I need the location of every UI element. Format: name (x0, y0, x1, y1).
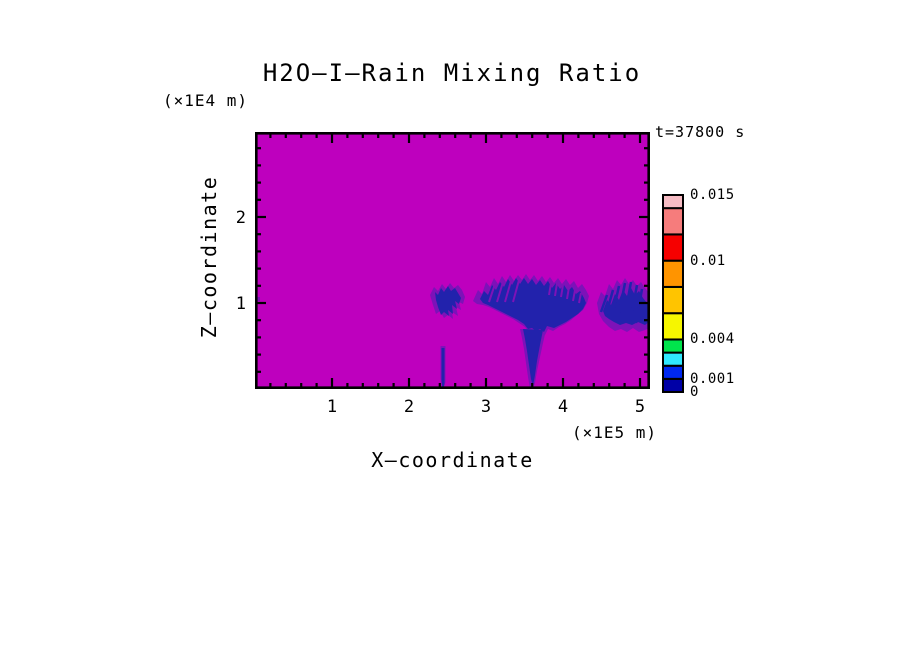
field-background (255, 132, 650, 389)
colorbar-segment (662, 364, 684, 380)
colorbar-segment (662, 194, 684, 210)
central-cell-core (480, 278, 586, 332)
colorbar-segment (662, 312, 684, 341)
x-tick-label: 5 (634, 397, 646, 417)
z-axis-title: Z–coordinate (197, 175, 221, 339)
heatmap-plot-area (255, 132, 650, 389)
x-tick-label: 3 (480, 397, 492, 417)
time-label: t=37800 s (655, 123, 746, 141)
plot-border (255, 132, 650, 389)
page-title: H2O–I–Rain Mixing Ratio (262, 59, 642, 87)
x-tick-label: 2 (403, 397, 415, 417)
right-streak-texture (599, 281, 644, 324)
colorbar-segment (662, 377, 684, 394)
x-axis-title: X–coordinate (371, 448, 534, 472)
z-tick-label: 2 (235, 208, 246, 228)
left-cell-core (435, 286, 461, 316)
colorbar-segment (662, 233, 684, 262)
central-streak-texture (488, 279, 582, 304)
colorbar-segment (662, 207, 684, 236)
left-edge-speck (257, 297, 260, 301)
colorbar-label: 0.015 (690, 187, 735, 203)
colorbar-segment (662, 259, 684, 288)
colorbar-label: 0 (690, 384, 699, 400)
z-axis-unit-label: (×1E4 m) (163, 91, 249, 110)
x-axis-unit-label: (×1E5 m) (571, 423, 657, 442)
x-tick-label: 4 (557, 397, 569, 417)
z-tick-label: 1 (235, 294, 246, 314)
colorbar-segment (662, 338, 684, 354)
surface-shaft-core (441, 348, 445, 389)
colorbar-label: 0.004 (690, 331, 735, 348)
colorbar-segment (662, 351, 684, 367)
colorbar-segment (662, 285, 684, 315)
central-funnel-core (523, 329, 543, 386)
x-tick-label: 1 (326, 397, 338, 417)
colorbar-label: 0.001 (690, 370, 735, 387)
colorbar-label: 0.01 (690, 252, 726, 269)
colorbar (662, 194, 684, 394)
